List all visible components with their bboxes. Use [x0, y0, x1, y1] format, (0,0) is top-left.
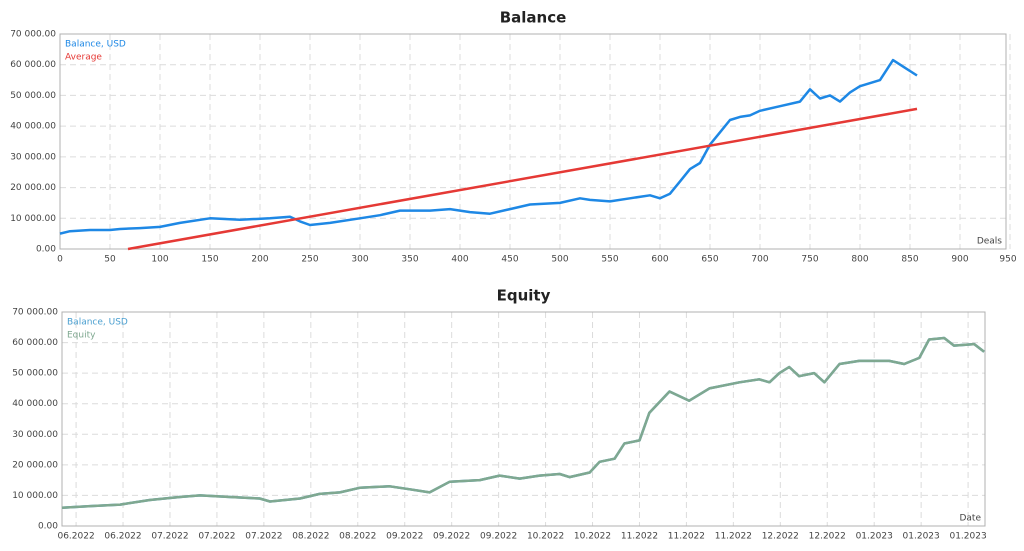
x-tick-label: 01.2023 — [903, 532, 940, 542]
x-tick-label: 07.2022 — [245, 532, 282, 542]
x-tick-label: 350 — [401, 255, 418, 265]
x-tick-label: 850 — [901, 255, 918, 265]
x-tick-label: 600 — [651, 255, 668, 265]
y-tick-label: 40 000.00 — [12, 399, 58, 409]
legend-entry: Equity — [67, 331, 96, 341]
x-tick-label: 200 — [251, 255, 268, 265]
x-tick-label: 150 — [201, 255, 218, 265]
x-tick-label: 09.2022 — [480, 532, 517, 542]
legend-entry: Balance, USD — [65, 40, 126, 50]
x-tick-label: 10.2022 — [574, 532, 611, 542]
x-tick-label: 0 — [57, 255, 63, 265]
y-tick-label: 0.00 — [38, 522, 58, 532]
x-tick-label: 07.2022 — [151, 532, 188, 542]
x-tick-label: 12.2022 — [762, 532, 799, 542]
x-tick-label: 400 — [451, 255, 468, 265]
y-tick-label: 0.00 — [36, 245, 56, 255]
x-tick-label: 09.2022 — [433, 532, 470, 542]
y-tick-label: 60 000.00 — [12, 338, 58, 348]
x-tick-label: 100 — [151, 255, 168, 265]
x-tick-label: 500 — [551, 255, 568, 265]
x-tick-label: 950 — [999, 255, 1016, 265]
x-tick-label: 450 — [501, 255, 518, 265]
plot-frame — [59, 33, 1007, 250]
plot-frame — [61, 311, 986, 527]
y-tick-label: 10 000.00 — [10, 214, 56, 224]
x-tick-label: 06.2022 — [57, 532, 94, 542]
y-tick-label: 40 000.00 — [10, 122, 56, 132]
x-tick-label: 09.2022 — [386, 532, 423, 542]
y-tick-label: 20 000.00 — [10, 183, 56, 193]
x-tick-label: 01.2023 — [856, 532, 893, 542]
y-tick-label: 20 000.00 — [12, 460, 58, 470]
x-tick-label: 12.2022 — [809, 532, 846, 542]
x-tick-label: 11.2022 — [621, 532, 658, 542]
x-tick-label: 06.2022 — [104, 532, 141, 542]
x-tick-label: 750 — [801, 255, 818, 265]
y-tick-label: 70 000.00 — [10, 30, 56, 40]
x-axis-annotation: Deals — [977, 237, 1002, 247]
y-tick-label: 10 000.00 — [12, 491, 58, 501]
x-tick-label: 250 — [301, 255, 318, 265]
x-tick-label: 11.2022 — [668, 532, 705, 542]
y-tick-label: 70 000.00 — [12, 308, 58, 318]
x-tick-label: 900 — [951, 255, 968, 265]
x-tick-label: 650 — [701, 255, 718, 265]
x-tick-label: 07.2022 — [198, 532, 235, 542]
series-line — [61, 336, 985, 509]
x-tick-label: 10.2022 — [527, 532, 564, 542]
y-tick-label: 50 000.00 — [12, 369, 58, 379]
y-tick-label: 60 000.00 — [10, 60, 56, 70]
series-line — [127, 107, 918, 251]
chart-title: Balance — [500, 9, 567, 27]
x-tick-label: 11.2022 — [715, 532, 752, 542]
x-tick-label: 01.2023 — [949, 532, 986, 542]
x-tick-label: 08.2022 — [339, 532, 376, 542]
x-tick-label: 550 — [601, 255, 618, 265]
y-tick-label: 30 000.00 — [12, 430, 58, 440]
x-tick-label: 08.2022 — [292, 532, 329, 542]
series-line — [59, 58, 918, 235]
x-axis-annotation: Date — [959, 514, 981, 524]
x-tick-label: 800 — [851, 255, 868, 265]
legend-entry: Balance, USD — [67, 318, 128, 328]
legend-entry: Average — [65, 53, 102, 63]
y-tick-label: 30 000.00 — [10, 152, 56, 162]
x-tick-label: 700 — [751, 255, 768, 265]
x-tick-label: 300 — [351, 255, 368, 265]
chart-title: Equity — [497, 287, 551, 305]
x-tick-label: 50 — [104, 255, 116, 265]
y-tick-label: 50 000.00 — [10, 91, 56, 101]
